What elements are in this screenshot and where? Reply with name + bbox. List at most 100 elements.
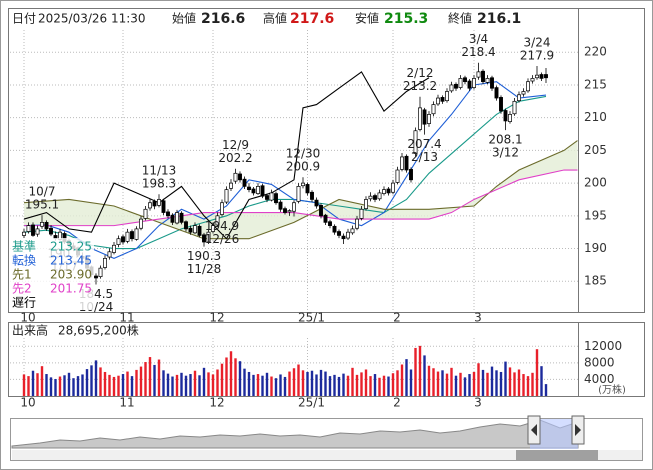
- scroll-thumb[interactable]: [516, 450, 598, 460]
- volume-bar: [373, 374, 377, 396]
- volume-bar: [351, 367, 354, 396]
- volume-bar: [202, 367, 206, 396]
- volume-bar: [396, 370, 399, 396]
- candle-body: [404, 155, 409, 171]
- candle-body: [152, 201, 157, 207]
- annotation-date: 11/28: [187, 262, 222, 276]
- volume-bar: [130, 376, 134, 396]
- volume-bar: [45, 374, 48, 396]
- volume-bar: [40, 366, 44, 396]
- scrollbar[interactable]: [12, 450, 642, 460]
- volume-bar: [418, 345, 422, 396]
- volume-bar: [540, 366, 543, 396]
- candle-body: [301, 182, 305, 187]
- volume-bar: [441, 370, 444, 396]
- volume-bar: [103, 371, 107, 396]
- volume-bar: [337, 376, 341, 396]
- candle-body: [485, 78, 490, 83]
- volume-bar: [310, 370, 314, 396]
- candle-body: [368, 195, 373, 200]
- candle-body: [476, 71, 481, 78]
- candle-body: [535, 74, 539, 79]
- candle-body: [359, 208, 364, 219]
- volume-bar: [283, 376, 287, 396]
- volume-bar: [288, 371, 291, 396]
- volume-bar: [252, 374, 255, 396]
- candle-body: [215, 215, 220, 226]
- candle-body: [40, 222, 44, 227]
- candle-body: [260, 185, 265, 197]
- header-low: 215.3: [384, 11, 428, 27]
- volume-bar: [220, 363, 224, 396]
- volume-bar: [490, 366, 494, 396]
- x-tick-label: 11: [119, 311, 134, 325]
- candle-body: [143, 208, 148, 219]
- candle-body: [449, 84, 454, 92]
- candle-body: [22, 231, 26, 236]
- candle-body: [112, 244, 116, 253]
- x-tick-label: 2: [393, 396, 401, 410]
- volume-bar: [450, 367, 453, 396]
- handle-arrow: [531, 424, 537, 436]
- volume-bar: [382, 375, 386, 396]
- volume-bar: [193, 370, 197, 396]
- candle-body: [346, 231, 350, 239]
- volume-bar: [198, 375, 201, 396]
- volume-bar: [328, 376, 332, 396]
- indicator-line: [23, 140, 578, 240]
- candle-body: [377, 192, 382, 200]
- header-label: 安値: [355, 11, 379, 26]
- volume-label: 出来高: [12, 323, 48, 338]
- candle-body: [251, 188, 256, 194]
- header-open: 216.6: [201, 11, 245, 27]
- y-tick-label: 220: [584, 45, 607, 59]
- volume-bar: [99, 367, 102, 396]
- indicator-line: [23, 71, 430, 240]
- candle-body: [436, 97, 440, 105]
- candle-body: [494, 87, 499, 99]
- candle-body: [350, 228, 355, 234]
- candle-body: [382, 189, 386, 194]
- candle-body: [422, 109, 427, 125]
- volume-bar: [171, 376, 174, 396]
- candle-body: [463, 77, 467, 83]
- volume-bar: [414, 347, 417, 396]
- candle-body: [179, 212, 184, 223]
- volume-bar: [153, 364, 156, 396]
- candle-body: [242, 178, 247, 187]
- volume-bar: [216, 369, 219, 396]
- volume-bar: [36, 373, 39, 396]
- candle-body: [256, 186, 260, 194]
- indicator-line: [23, 95, 547, 250]
- volume-bar: [135, 369, 138, 396]
- volume-bar: [315, 374, 318, 396]
- x-tick-label: 11: [119, 396, 134, 410]
- volume-bar: [468, 374, 471, 396]
- annotation-value: 208.1: [488, 133, 522, 147]
- volume-bar: [301, 370, 305, 396]
- candle-body: [229, 182, 233, 189]
- volume-bar: [58, 376, 62, 396]
- volume-bar: [243, 368, 246, 396]
- volume-bar: [207, 372, 210, 396]
- volume-bar: [22, 374, 26, 396]
- candle-body: [166, 211, 170, 217]
- y-tick-label: 4000: [584, 372, 615, 386]
- annotation-value: 190.3: [187, 249, 221, 263]
- candle-body: [107, 251, 112, 258]
- candle-body: [391, 182, 395, 193]
- candle-body: [539, 74, 544, 79]
- candle-body: [175, 212, 179, 224]
- annotation-date: 10/7: [29, 185, 56, 199]
- y-tick-label: 195: [584, 208, 607, 222]
- annotation-value: 207.4: [407, 137, 441, 151]
- volume-bar: [189, 374, 192, 396]
- volume-bar: [72, 378, 75, 396]
- legend-name: 転換: [12, 254, 36, 268]
- header-close: 216.1: [477, 11, 521, 27]
- volume-bar: [517, 369, 521, 396]
- volume-bar: [333, 374, 336, 396]
- candle-body: [35, 228, 40, 235]
- candle-body: [467, 80, 472, 89]
